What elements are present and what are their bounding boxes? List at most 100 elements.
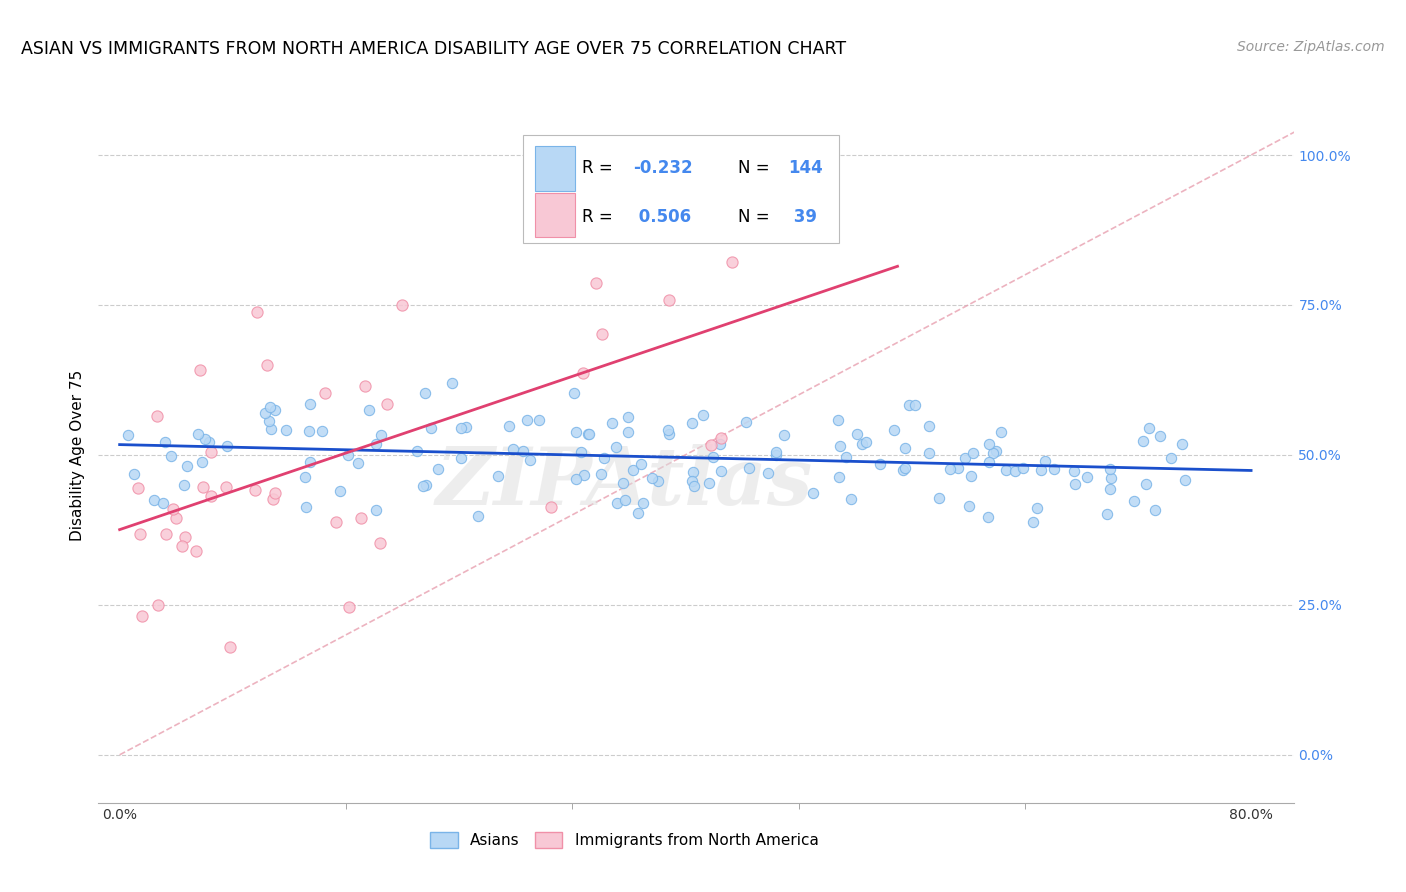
Point	[702, 450, 724, 465]
Point	[1132, 434, 1154, 448]
Point	[1004, 464, 1026, 478]
Point	[170, 539, 193, 553]
Point	[1063, 464, 1085, 478]
Point	[1160, 450, 1182, 465]
Point	[710, 464, 733, 478]
Point	[576, 426, 599, 441]
Point	[682, 475, 704, 489]
Point	[1033, 453, 1056, 467]
Point	[948, 461, 970, 475]
Point	[682, 466, 704, 480]
Point	[200, 445, 222, 459]
Point	[593, 451, 616, 466]
Point	[415, 478, 437, 492]
Point	[191, 480, 214, 494]
Point	[977, 455, 1000, 469]
Text: ZIPAtlas: ZIPAtlas	[436, 444, 813, 522]
Point	[605, 440, 627, 454]
Point	[420, 421, 443, 435]
Point	[953, 450, 976, 465]
Point	[599, 219, 621, 233]
Point	[215, 480, 238, 494]
Point	[128, 527, 150, 541]
Point	[1076, 470, 1098, 484]
Point	[259, 400, 281, 414]
Point	[578, 426, 600, 441]
Text: 39: 39	[787, 208, 817, 226]
Point	[254, 406, 277, 420]
Point	[564, 425, 586, 439]
Point	[188, 363, 211, 377]
Point	[146, 598, 169, 612]
Point	[440, 376, 463, 390]
Point	[329, 484, 352, 499]
Point	[173, 478, 195, 492]
Point	[486, 469, 509, 483]
Point	[585, 276, 607, 290]
Point	[165, 511, 187, 525]
Point	[898, 398, 921, 412]
Point	[657, 423, 679, 437]
Point	[1022, 515, 1045, 529]
Point	[173, 531, 195, 545]
Point	[294, 470, 316, 484]
Point	[218, 640, 240, 654]
Point	[891, 463, 914, 477]
Point	[692, 408, 714, 422]
Point	[616, 410, 638, 425]
Point	[337, 599, 360, 614]
Point	[918, 445, 941, 459]
Point	[516, 412, 538, 426]
Point	[977, 509, 1000, 524]
Point	[190, 455, 212, 469]
Point	[756, 466, 779, 480]
Point	[298, 425, 321, 439]
Point	[839, 492, 862, 507]
Text: Source: ZipAtlas.com: Source: ZipAtlas.com	[1237, 40, 1385, 54]
Point	[512, 443, 534, 458]
Point	[450, 450, 472, 465]
Point	[699, 475, 721, 490]
Point	[184, 544, 207, 558]
Point	[572, 467, 595, 482]
Point	[851, 437, 873, 451]
Point	[827, 413, 849, 427]
Point	[571, 444, 593, 458]
Point	[591, 327, 613, 342]
Point	[117, 427, 139, 442]
Point	[572, 367, 595, 381]
Point	[562, 385, 585, 400]
Point	[765, 444, 787, 458]
Point	[162, 501, 184, 516]
Point	[962, 446, 984, 460]
Point	[735, 415, 758, 429]
Point	[903, 398, 925, 412]
Point	[683, 478, 706, 492]
Point	[765, 448, 787, 462]
Point	[375, 397, 398, 411]
Point	[359, 403, 381, 417]
Point	[337, 448, 360, 462]
Point	[131, 608, 153, 623]
Point	[127, 481, 149, 495]
Point	[155, 527, 177, 541]
Legend: Asians, Immigrants from North America: Asians, Immigrants from North America	[425, 826, 824, 855]
Point	[617, 425, 640, 439]
Point	[325, 515, 347, 529]
Point	[928, 491, 950, 505]
Point	[246, 305, 269, 319]
Point	[894, 461, 917, 475]
Point	[298, 397, 321, 411]
Text: R =: R =	[582, 160, 619, 178]
Point	[257, 414, 280, 428]
Point	[737, 461, 759, 475]
Point	[1012, 460, 1035, 475]
Point	[262, 492, 284, 507]
Point	[564, 471, 586, 485]
Text: R =: R =	[582, 208, 619, 226]
Point	[159, 449, 181, 463]
Point	[845, 427, 868, 442]
Text: ASIAN VS IMMIGRANTS FROM NORTH AMERICA DISABILITY AGE OVER 75 CORRELATION CHART: ASIAN VS IMMIGRANTS FROM NORTH AMERICA D…	[21, 40, 846, 58]
Point	[187, 426, 209, 441]
Point	[801, 485, 824, 500]
